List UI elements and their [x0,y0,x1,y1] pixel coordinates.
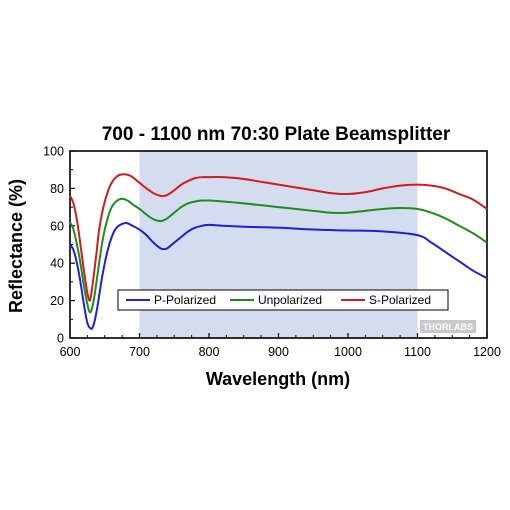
x-tick-label: 1200 [473,345,501,359]
y-tick-label: 60 [50,219,64,233]
chart-title: 700 - 1100 nm 70:30 Plate Beamsplitter [102,124,451,145]
x-tick-label: 600 [60,345,81,359]
y-axis-label: Reflectance (%) [6,179,26,313]
y-tick-label: 40 [50,257,64,271]
y-tick-label: 80 [50,182,64,196]
x-tick-label: 1000 [334,345,362,359]
legend-label: P-Polarized [154,293,216,307]
series-line-s-polarized [69,173,488,302]
x-axis-label: Wavelength (nm) [206,369,350,389]
watermark-text: THORLABS [423,322,473,332]
y-tick-label: 100 [43,145,64,159]
y-tick-label: 20 [50,294,64,308]
x-axis-ticks: 600 700 800 900 1000 1100 1200 [60,333,501,359]
x-tick-label: 700 [129,345,150,359]
thorlabs-logo: THORLABS [420,320,476,333]
series-line-p-polarized [69,222,488,330]
legend-label: Unpolarized [258,293,322,307]
legend-box [117,289,449,311]
legend: P-Polarized Unpolarized S-Polarized [117,289,449,311]
y-tick-label: 0 [57,332,64,346]
y-axis-ticks: 0 20 40 60 80 100 [43,145,75,346]
series-line-unpolarized [69,197,488,314]
x-tick-label: 900 [268,345,289,359]
series-group [69,173,488,330]
legend-label: S-Polarized [369,293,431,307]
x-tick-label: 800 [199,345,220,359]
x-tick-label: 1100 [404,345,431,359]
